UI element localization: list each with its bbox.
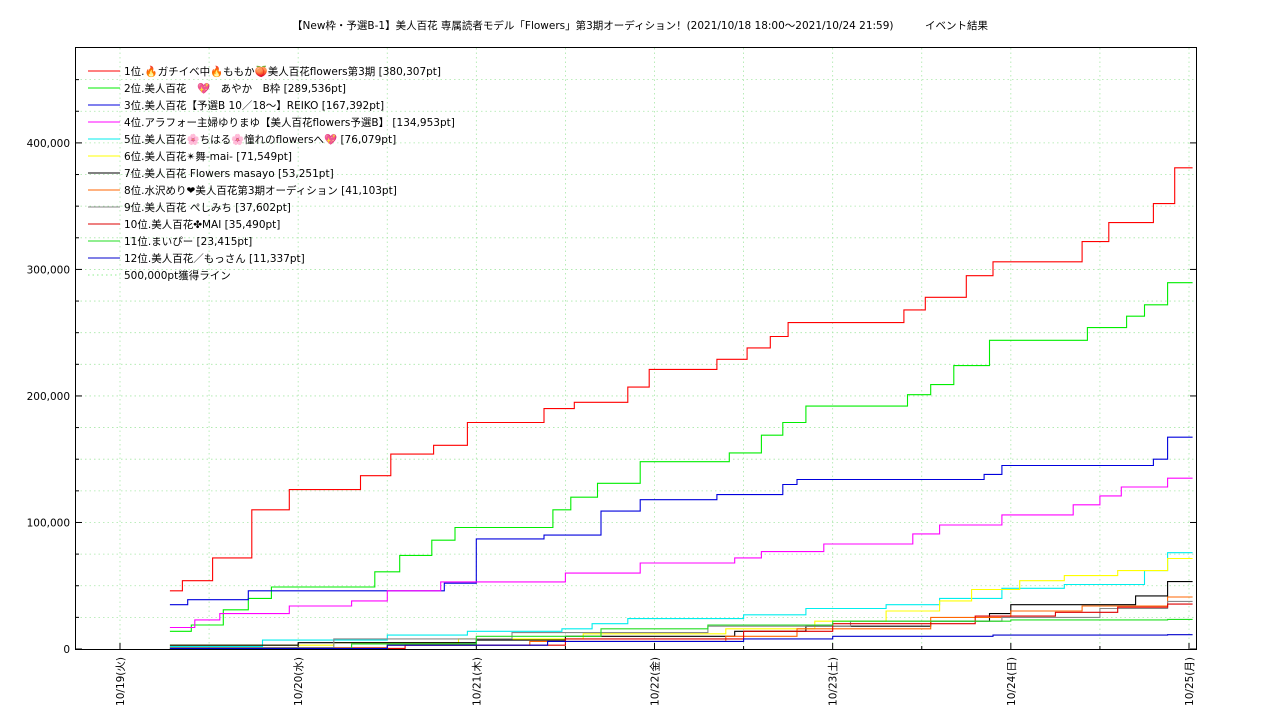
y-tick-label: 0 xyxy=(63,644,70,656)
legend-entry: 12位.美人百花／もっさん [11,337pt] xyxy=(124,252,305,265)
legend-entry: 3位.美人百花【予選B 10／18〜】REIKO [167,392pt] xyxy=(124,99,384,112)
y-tick-label: 100,000 xyxy=(27,517,70,529)
chart-title: 【New枠・予選B-1】美人百花 専属読者モデル「Flowers」第3期オーディ… xyxy=(292,20,988,32)
series-line-11 xyxy=(169,618,1193,649)
legend-entry: 5位.美人百花🌸ちはる🌸憧れのflowersへ💖 [76,079pt] xyxy=(124,133,396,146)
axis-ticks: 0 100,000 200,000 300,000 400,000 10/19(火) 10/… xyxy=(27,79,1196,706)
x-tick-label: 10/22(金) xyxy=(649,657,662,706)
series-line-1 xyxy=(169,167,1193,592)
x-tick-label: 10/20(水) xyxy=(293,657,305,706)
series-line-5 xyxy=(169,552,1193,648)
y-tick-label: 400,000 xyxy=(27,138,70,150)
legend-entry: 2位.美人百花 💖 あやか B枠 [289,536pt] xyxy=(124,82,346,95)
legend-entry: 8位.水沢めり❤美人百花第3期オーディション [41,103pt] xyxy=(124,184,397,197)
series-line-9 xyxy=(169,600,1193,649)
legend-entry: 1位.🔥ガチイベ中🔥ももか🍑美人百花flowers第3期 [380,307pt] xyxy=(124,65,441,78)
legend-entry: 4位.アラフォー主婦ゆりまゆ【美人百花flowers予選B】 [134,953p… xyxy=(124,116,455,129)
series-line-4 xyxy=(169,477,1193,629)
legend-entry: 7位.美人百花 Flowers masayo [53,251pt] xyxy=(124,167,334,180)
grid-layer xyxy=(76,48,1196,649)
plot-frame xyxy=(75,47,1197,650)
legend-entry: 11位.まいぴー [23,415pt] xyxy=(124,235,252,248)
x-tick-label: 10/25(月) xyxy=(1184,657,1196,706)
series-line-2 xyxy=(169,282,1193,632)
legend-entry: 6位.美人百花✴舞-mai- [71,549pt] xyxy=(124,150,292,163)
x-tick-label: 10/23(土) xyxy=(827,657,840,706)
legend-entry: 10位.美人百花✤MAI [35,490pt] xyxy=(124,218,280,231)
series-line-3 xyxy=(169,436,1193,606)
series-layer xyxy=(169,167,1193,649)
x-tick-label: 10/21(木) xyxy=(471,657,483,706)
legend-entry: 500,000pt獲得ライン xyxy=(124,269,231,282)
y-tick-label: 200,000 xyxy=(27,391,70,403)
series-line-12 xyxy=(169,634,1193,649)
y-tick-label: 300,000 xyxy=(27,264,70,276)
x-tick-label: 10/19(火) xyxy=(115,657,127,706)
legend: 1位.🔥ガチイベ中🔥ももか🍑美人百花flowers第3期 [380,307pt]… xyxy=(88,65,455,282)
legend-entry: 9位.美人百花 ぺしみち [37,602pt] xyxy=(124,201,291,214)
x-tick-label: 10/24(日) xyxy=(1006,657,1018,706)
